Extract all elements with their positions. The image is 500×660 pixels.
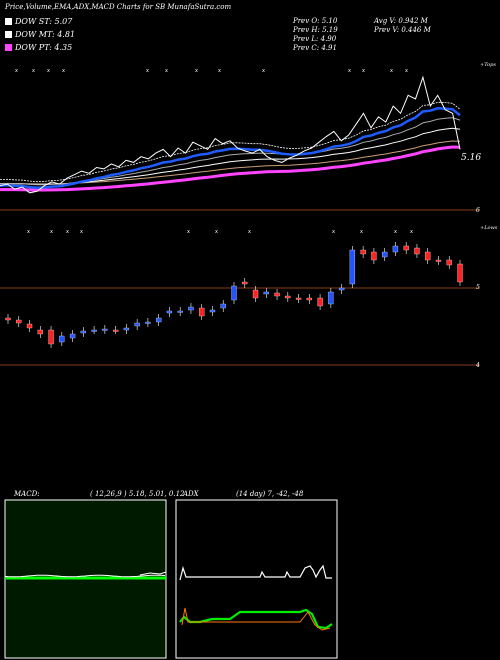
candle-body-24 <box>263 291 269 295</box>
upper-marker-1: x <box>32 68 35 74</box>
lower-mid-level-label: 5 <box>476 284 480 291</box>
candle-body-39 <box>425 251 431 261</box>
upper-marker-5: x <box>165 68 168 74</box>
candle-body-21 <box>231 285 237 301</box>
candle-body-23 <box>252 289 259 299</box>
lower-marker-3: x <box>80 229 83 235</box>
candle-body-22 <box>242 281 248 285</box>
lower-low-level-label: 4 <box>476 362 480 369</box>
minus-di-line <box>181 607 331 631</box>
macd-title: MACD: <box>14 490 40 498</box>
lower-marker-5: x <box>215 229 218 235</box>
legend-dow-st: DOW ST: 5.07 <box>5 17 72 26</box>
candle-body-26 <box>285 295 291 299</box>
ema-band-line <box>0 101 461 183</box>
candle-body-0 <box>5 317 11 321</box>
lower-marker-7: x <box>332 229 335 235</box>
candle-body-38 <box>414 247 420 255</box>
upper-marker-11: x <box>390 68 393 74</box>
candle-body-5 <box>59 335 65 343</box>
macd-params: ( 12,26,9 ) 5.18, 5.01, 0.12 <box>90 490 185 498</box>
candle-body-37 <box>403 245 409 251</box>
adx-panel <box>175 499 338 659</box>
upper-marker-3: x <box>62 68 65 74</box>
candle-body-7 <box>80 330 86 334</box>
upper-marker-8: x <box>262 68 265 74</box>
candle-body-20 <box>220 303 226 309</box>
candle-body-11 <box>123 327 130 331</box>
macd-signal-line <box>139 571 167 576</box>
candle-body-13 <box>145 321 151 324</box>
candle-body-15 <box>166 310 173 314</box>
lower-marker-6: x <box>248 229 251 235</box>
ema-short-line <box>0 107 461 189</box>
lower-marker-0: x <box>27 229 30 235</box>
adx-line <box>179 564 332 581</box>
upper-marker-6: x <box>195 68 198 74</box>
lower-lows-label: +Lows <box>480 225 498 231</box>
lower-marker-4: x <box>187 229 190 235</box>
last-price-label: 5.16 <box>461 153 482 163</box>
candle-body-1 <box>16 319 22 324</box>
legend-dow-pt: DOW PT: 4.35 <box>5 43 72 52</box>
candle-body-6 <box>69 333 76 339</box>
candle-body-19 <box>209 309 216 313</box>
candle-body-10 <box>112 329 119 332</box>
adx-params: (14 day) 7, -42, -48 <box>236 490 304 498</box>
upper-marker-0: x <box>15 68 18 74</box>
lower-marker-2: x <box>66 229 69 235</box>
candle-body-4 <box>48 329 54 345</box>
upper-marker-4: x <box>146 68 149 74</box>
candle-body-3 <box>37 329 43 335</box>
upper-marker-12: x <box>405 68 408 74</box>
lower-marker-8: x <box>360 229 363 235</box>
candle-body-36 <box>392 245 399 253</box>
candle-body-40 <box>435 259 442 262</box>
upper-marker-7: x <box>218 68 221 74</box>
upper-marker-2: x <box>47 68 50 74</box>
candle-body-27 <box>295 297 302 300</box>
candle-body-9 <box>102 328 108 331</box>
chart-title: Price,Volume,EMA,ADX,MACD Charts for SB … <box>5 3 232 11</box>
candle-body-33 <box>360 249 366 255</box>
adx-title: ADX <box>183 490 199 498</box>
stat-prev-high: Prev H: 5.19 <box>293 26 338 34</box>
legend-dow-mt: DOW MT: 4.81 <box>5 30 75 39</box>
candle-body-41 <box>446 259 452 266</box>
stat-prev-low: Prev L: 4.90 <box>293 35 337 43</box>
candle-body-17 <box>188 306 194 311</box>
candle-body-18 <box>199 307 205 317</box>
macd-line <box>4 574 166 578</box>
candle-body-42 <box>457 263 463 283</box>
stat-prev-volume: Prev V: 0.446 M <box>374 26 431 34</box>
stat-prev-close: Prev C: 4.91 <box>293 44 337 52</box>
stat-prev-open: Prev O: 5.10 <box>293 17 338 25</box>
candle-body-34 <box>371 251 377 261</box>
candle-body-32 <box>349 249 356 285</box>
candle-body-31 <box>338 287 345 291</box>
upper-marker-10: x <box>362 68 365 74</box>
lower-marker-9: x <box>394 229 397 235</box>
candle-body-14 <box>156 317 162 323</box>
candle-body-25 <box>274 292 280 297</box>
candle-body-30 <box>328 291 334 305</box>
candle-body-29 <box>317 297 323 307</box>
upper-marker-9: x <box>348 68 351 74</box>
price-line <box>0 75 461 194</box>
upper-level-label: 6 <box>476 207 480 214</box>
upper-tops-label: +Tops <box>480 62 496 68</box>
candle-body-8 <box>91 329 97 332</box>
candle-body-35 <box>382 251 388 258</box>
lower-marker-10: x <box>410 229 413 235</box>
candle-body-12 <box>134 322 140 327</box>
lower-marker-1: x <box>50 229 53 235</box>
candle-body-16 <box>177 310 183 313</box>
candle-body-28 <box>306 297 312 301</box>
candle-body-2 <box>26 323 33 329</box>
stat-avg-volume: Avg V: 0.942 M <box>374 17 428 25</box>
ema-pt-line <box>0 145 461 192</box>
